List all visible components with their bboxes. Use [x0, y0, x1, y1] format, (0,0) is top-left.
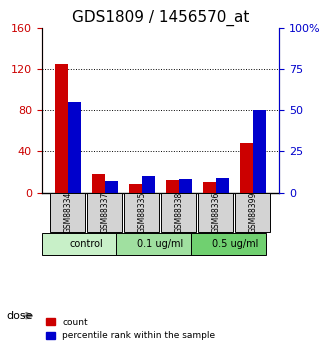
FancyBboxPatch shape — [235, 194, 270, 232]
FancyBboxPatch shape — [161, 194, 196, 232]
Bar — [216, 178, 229, 193]
Bar — [142, 176, 155, 193]
Title: GDS1809 / 1456570_at: GDS1809 / 1456570_at — [72, 10, 249, 26]
Bar — [105, 181, 118, 193]
FancyBboxPatch shape — [116, 233, 191, 255]
FancyBboxPatch shape — [198, 194, 233, 232]
Text: control: control — [69, 239, 103, 249]
FancyBboxPatch shape — [87, 194, 122, 232]
FancyBboxPatch shape — [191, 233, 265, 255]
Bar — [68, 102, 81, 193]
Legend: count, percentile rank within the sample: count, percentile rank within the sample — [46, 318, 216, 341]
Text: 0.1 ug/ml: 0.1 ug/ml — [137, 239, 184, 249]
Bar — [240, 143, 253, 193]
FancyBboxPatch shape — [124, 194, 159, 232]
Bar — [179, 179, 192, 193]
Bar — [253, 110, 266, 193]
Bar — [166, 180, 179, 193]
FancyBboxPatch shape — [42, 233, 117, 255]
Text: GSM88399: GSM88399 — [249, 192, 258, 233]
Text: GSM88338: GSM88338 — [175, 192, 184, 233]
Text: GSM88337: GSM88337 — [100, 192, 109, 233]
Bar — [203, 182, 216, 193]
Bar — [92, 174, 105, 193]
Bar — [129, 184, 142, 193]
Text: dose: dose — [6, 311, 33, 321]
Text: GSM88335: GSM88335 — [137, 192, 146, 233]
Text: 0.5 ug/ml: 0.5 ug/ml — [212, 239, 258, 249]
Text: GSM88336: GSM88336 — [212, 192, 221, 233]
Text: GSM88334: GSM88334 — [63, 192, 72, 233]
FancyBboxPatch shape — [49, 194, 85, 232]
Bar — [55, 64, 68, 193]
